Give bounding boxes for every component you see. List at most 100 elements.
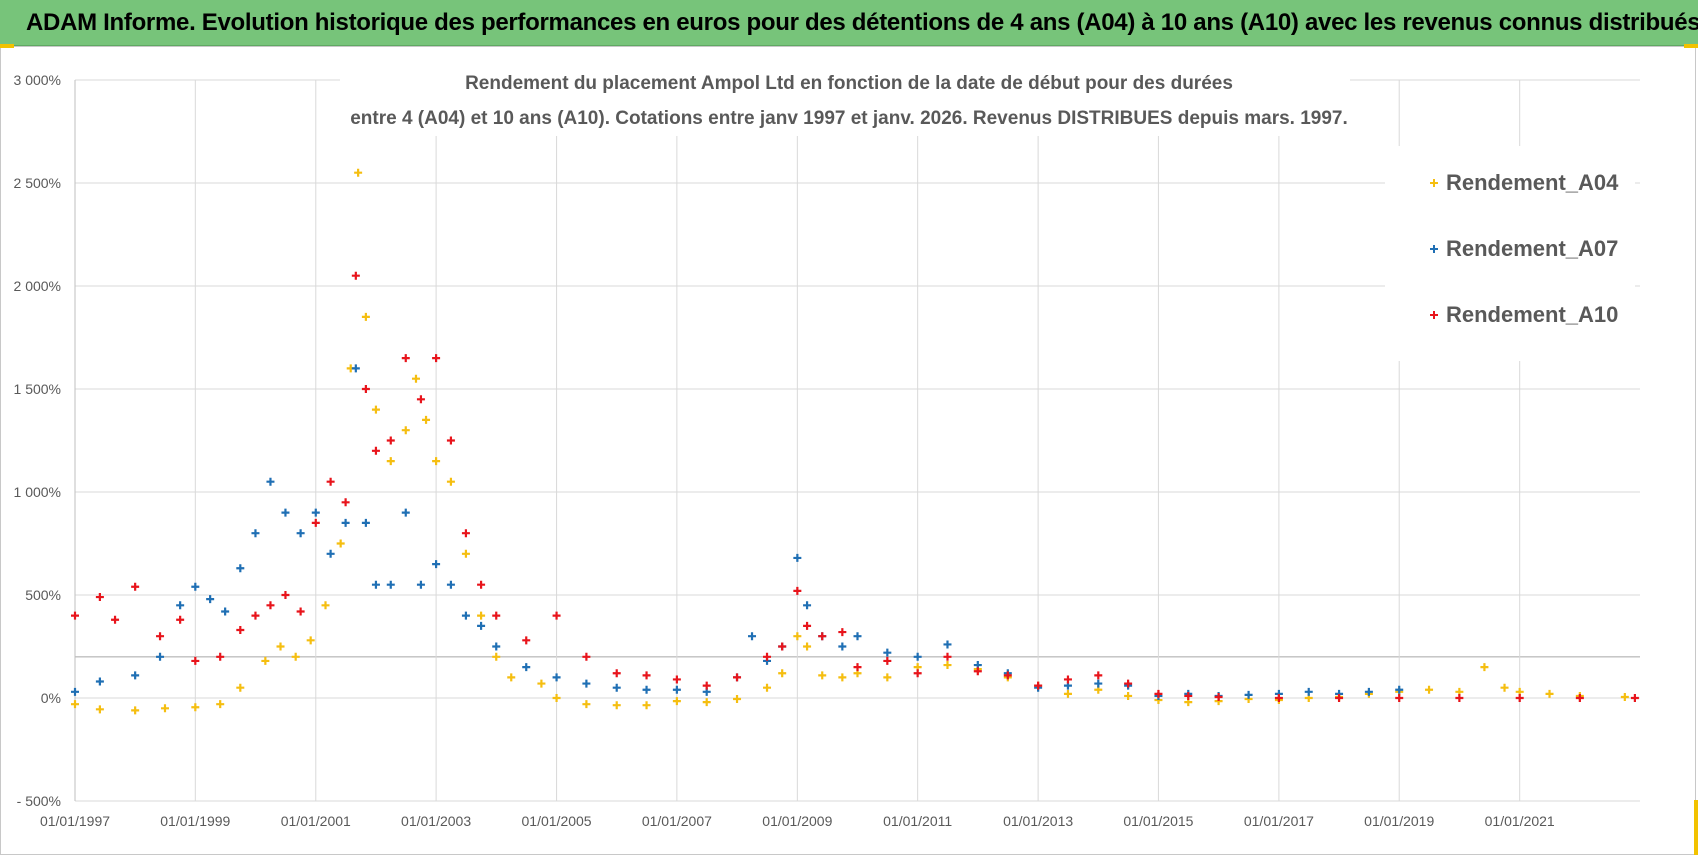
x-tick-label: 01/01/2013: [1003, 813, 1073, 829]
data-point: [672, 685, 681, 694]
data-point: [156, 652, 165, 661]
data-point: [306, 636, 315, 645]
data-point: [236, 564, 245, 573]
data-point: [71, 700, 79, 709]
y-tick-label: 1 500%: [14, 381, 61, 397]
x-tick-label: 01/01/2019: [1364, 813, 1434, 829]
data-point: [1184, 691, 1193, 700]
corner-mark-top-left: [0, 44, 14, 48]
data-point: [1455, 694, 1464, 702]
legend-label: Rendement_A04: [1446, 170, 1619, 195]
data-point: [131, 582, 140, 591]
data-point: [612, 683, 621, 692]
data-point: [341, 518, 350, 527]
data-point: [71, 687, 79, 696]
data-point: [913, 652, 922, 661]
data-point: [537, 679, 546, 688]
grid-lines: [74, 79, 1640, 802]
data-point: [1003, 671, 1012, 680]
chart-title-line-2: entre 4 (A04) et 10 ans (A10). Cotations…: [350, 108, 1348, 129]
data-point: [612, 669, 621, 678]
data-point: [522, 636, 531, 645]
y-tick-label: 2 000%: [14, 278, 61, 294]
data-point: [763, 683, 772, 692]
x-tick-label: 01/01/2001: [281, 813, 351, 829]
data-point: [461, 611, 470, 620]
data-point: [803, 601, 812, 610]
x-tick-label: 01/01/2017: [1244, 813, 1314, 829]
corner-mark-top-right: [1684, 44, 1698, 48]
data-point: [461, 549, 470, 558]
data-point: [803, 642, 812, 651]
y-tick-label: 0%: [41, 690, 61, 706]
legend-label: Rendement_A10: [1446, 302, 1618, 327]
data-point: [446, 477, 455, 486]
legend-marker: [1430, 311, 1438, 319]
chart-title-line-1: Rendement du placement Ampol Ltd en fonc…: [465, 73, 1233, 94]
data-point: [411, 374, 420, 383]
data-point: [1244, 690, 1253, 699]
x-tick-label: 01/01/1999: [160, 813, 230, 829]
data-point: [702, 681, 711, 690]
data-point: [763, 652, 772, 661]
data-point: [261, 656, 270, 665]
data-point: [432, 457, 441, 466]
data-point: [361, 312, 370, 321]
data-point: [281, 508, 290, 517]
chart-frame: [0, 46, 1696, 855]
data-point: [477, 611, 486, 620]
data-point: [778, 669, 787, 678]
data-point: [1124, 691, 1133, 700]
data-point: [1395, 685, 1404, 694]
x-tick-label: 01/01/2015: [1123, 813, 1193, 829]
data-point: [883, 656, 892, 665]
data-point: [216, 700, 225, 709]
data-point: [1335, 694, 1344, 702]
data-point: [477, 580, 486, 589]
data-point: [1304, 687, 1313, 696]
data-point: [191, 656, 200, 665]
data-point: [1124, 679, 1133, 688]
data-point: [422, 415, 431, 424]
data-point: [371, 580, 380, 589]
data-point: [838, 642, 847, 651]
data-point: [672, 675, 681, 684]
data-point: [1154, 689, 1163, 698]
data-point: [351, 364, 360, 373]
x-tick-label: 01/01/2009: [762, 813, 832, 829]
data-point: [793, 553, 802, 562]
chart-banner: ADAM Informe. Evolution historique des p…: [0, 0, 1698, 46]
data-point: [276, 642, 285, 651]
data-point: [95, 677, 104, 686]
data-point: [818, 632, 827, 641]
data-point: [371, 405, 380, 414]
x-tick-label: 01/01/2005: [522, 813, 592, 829]
data-point: [733, 673, 742, 682]
data-point: [206, 595, 215, 604]
data-point: [296, 529, 305, 538]
data-point: [336, 539, 345, 548]
data-point: [432, 560, 441, 569]
data-point: [853, 632, 862, 641]
data-point: [156, 632, 165, 641]
data-point: [401, 508, 410, 517]
y-tick-label: - 500%: [17, 793, 61, 809]
x-tick-labels: 01/01/1997 01/01/1999 01/01/2001 01/01/2003…: [40, 813, 1555, 829]
data-point: [672, 697, 681, 706]
x-tick-label: 01/01/2021: [1485, 813, 1555, 829]
data-point: [251, 611, 260, 620]
data-point: [943, 661, 952, 670]
data-point: [321, 601, 330, 610]
data-point: [266, 477, 275, 486]
x-tick-label: 01/01/2007: [642, 813, 712, 829]
data-point: [216, 652, 225, 661]
data-point: [1274, 694, 1283, 702]
data-point: [1364, 687, 1373, 696]
legend-label: Rendement_A07: [1446, 236, 1618, 261]
data-point: [221, 607, 230, 616]
legend-marker: [1430, 245, 1438, 253]
data-point: [552, 694, 561, 702]
plot-area: [71, 168, 1639, 715]
data-point: [326, 549, 335, 558]
data-point: [582, 700, 591, 709]
